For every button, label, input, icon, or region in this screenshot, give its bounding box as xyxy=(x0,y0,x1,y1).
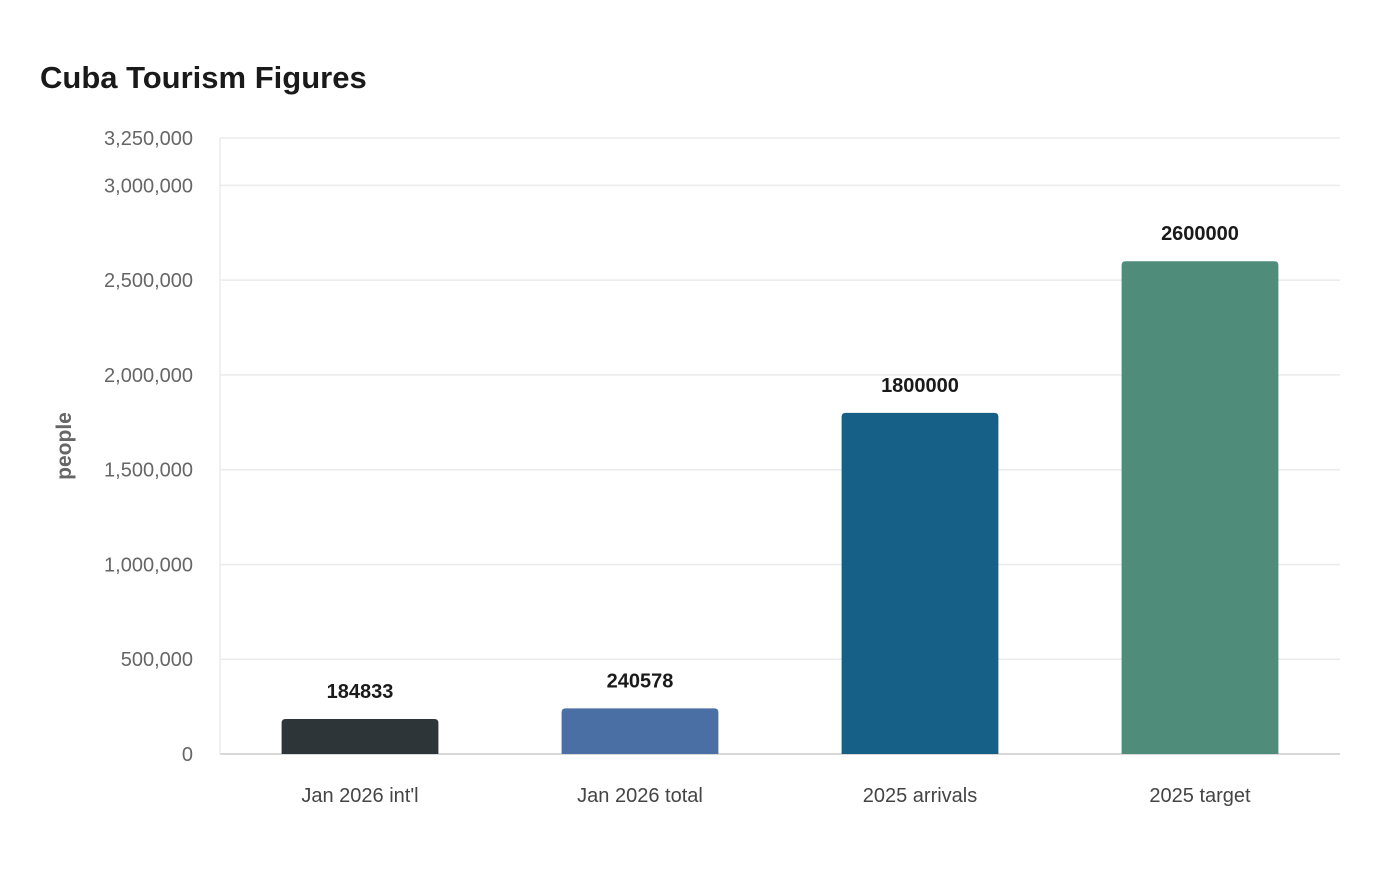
y-axis-title: people xyxy=(53,412,76,480)
data-label: 240578 xyxy=(607,670,674,692)
bar xyxy=(281,718,439,754)
category-label: 2025 arrivals xyxy=(863,785,978,807)
category-labels: Jan 2026 int'l Jan 2026 total 2025 arrival… xyxy=(301,785,1251,807)
y-tick-label: 500,000 xyxy=(121,649,193,671)
bars xyxy=(281,261,1279,754)
bar xyxy=(1121,261,1279,754)
chart-title: Cuba Tourism Figures xyxy=(40,60,367,95)
data-label: 2600000 xyxy=(1161,223,1239,245)
y-tick-label: 1,500,000 xyxy=(104,460,193,482)
data-label: 184833 xyxy=(327,681,394,703)
y-tick-label: 0 xyxy=(182,744,193,766)
category-label: Jan 2026 total xyxy=(577,785,703,807)
bar xyxy=(561,708,719,754)
bar xyxy=(841,412,999,754)
y-tick-labels: 0 500,000 1,000,000 1,500,000 2,000,000 2,500… xyxy=(104,128,193,766)
category-label: Jan 2026 int'l xyxy=(301,785,418,807)
category-label: 2025 target xyxy=(1149,785,1251,807)
data-label: 1800000 xyxy=(881,375,959,397)
y-tick-label: 2,500,000 xyxy=(104,270,193,292)
y-tick-label: 1,000,000 xyxy=(104,554,193,576)
data-labels: 184833 240578 1800000 2600000 xyxy=(327,223,1239,703)
y-tick-label: 3,250,000 xyxy=(104,128,193,150)
y-tick-label: 2,000,000 xyxy=(104,365,193,387)
y-tick-label: 3,000,000 xyxy=(104,175,193,197)
grid-lines xyxy=(220,137,1340,660)
